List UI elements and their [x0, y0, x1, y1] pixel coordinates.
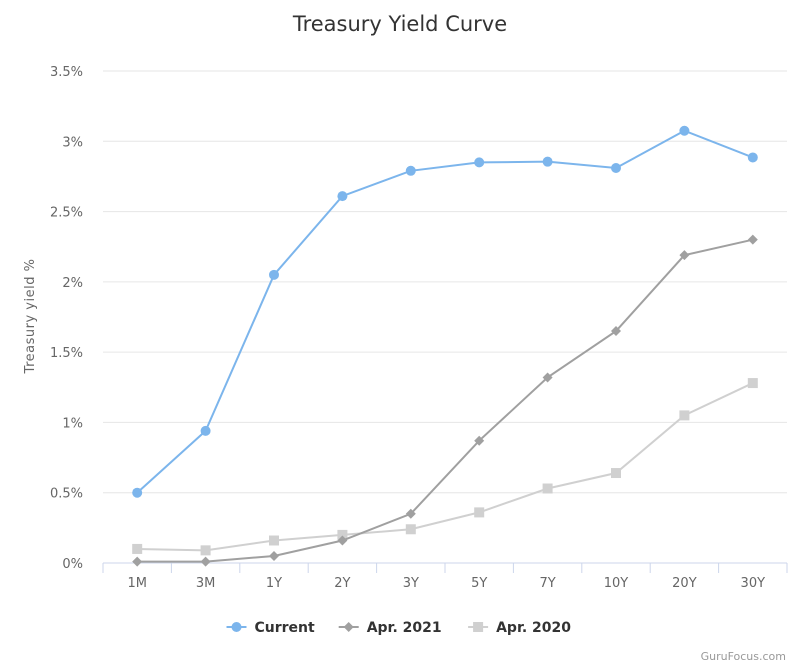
data-point	[132, 487, 143, 498]
data-point	[405, 508, 416, 519]
y-tick-label: 1.5%	[50, 346, 83, 361]
x-tick-label: 5Y	[471, 576, 487, 591]
credit-text: GuruFocus.com	[701, 650, 786, 663]
legend-label: Current	[255, 620, 316, 636]
data-point	[132, 556, 143, 567]
legend-item[interactable]: Current	[226, 620, 316, 636]
y-tick-label: 1%	[62, 416, 83, 431]
data-point	[747, 378, 758, 389]
x-tick-label: 30Y	[741, 576, 766, 591]
y-tick-label: 2.5%	[50, 206, 83, 221]
data-point	[611, 468, 621, 479]
legend-item[interactable]: Apr. 2020	[468, 620, 571, 636]
data-point	[405, 524, 416, 535]
legend-item[interactable]: Apr. 2021	[338, 620, 442, 636]
legend-marker	[231, 622, 242, 632]
data-point	[132, 543, 143, 554]
data-point	[200, 556, 211, 567]
chart-title: Treasury Yield Curve	[292, 12, 507, 36]
legend-marker	[473, 622, 484, 632]
series-line	[136, 129, 754, 494]
series-apr-2021	[132, 234, 758, 567]
data-point	[747, 152, 758, 163]
legend-marker	[343, 622, 354, 632]
data-point	[200, 425, 211, 436]
series-lines	[132, 125, 758, 567]
data-point	[200, 545, 211, 556]
series-current	[132, 125, 758, 498]
legend: Current Apr. 2021 Apr. 2020	[226, 620, 571, 636]
data-point	[542, 483, 553, 494]
data-point	[337, 535, 348, 546]
legend-label: Apr. 2021	[367, 620, 442, 636]
data-point	[542, 372, 553, 383]
y-axis-ticks: 0% 0.5% 1% 1.5% 2% 2.5% 3% 3.5%	[50, 65, 83, 572]
data-point	[337, 529, 348, 540]
data-point	[611, 326, 621, 337]
legend-label: Apr. 2020	[496, 620, 571, 636]
y-tick-label: 0%	[62, 557, 83, 572]
data-point	[474, 435, 485, 446]
grid-lines	[103, 70, 787, 494]
x-tick-label: 7Y	[539, 576, 555, 591]
x-tick-label: 3M	[196, 576, 216, 591]
y-tick-label: 3.5%	[50, 65, 83, 80]
x-tick-label: 3Y	[403, 576, 419, 591]
data-point	[679, 125, 690, 136]
x-axis: 1M 3M 1Y 2Y 3Y 5Y 7Y 10Y 20Y 30Y	[102, 562, 788, 591]
series-line	[137, 238, 754, 563]
data-point	[679, 250, 690, 261]
x-tick-label: 2Y	[334, 576, 350, 591]
data-point	[269, 535, 279, 546]
data-point	[269, 269, 279, 280]
data-point	[405, 165, 416, 176]
data-point	[474, 507, 485, 518]
x-tick-label: 1M	[127, 576, 147, 591]
y-tick-label: 0.5%	[50, 487, 83, 502]
y-tick-label: 3%	[62, 135, 83, 150]
series-line	[137, 382, 754, 552]
x-tick-label: 1Y	[266, 576, 282, 591]
data-point	[679, 410, 690, 421]
series-apr-2020	[132, 378, 758, 556]
y-tick-label: 2%	[62, 276, 83, 291]
data-point	[337, 191, 348, 202]
data-point	[474, 157, 485, 168]
x-tick-label: 20Y	[672, 576, 697, 591]
x-tick-label: 10Y	[604, 576, 629, 591]
data-point	[269, 550, 279, 561]
data-point	[611, 162, 621, 173]
y-axis-label: Treasury yield %	[23, 259, 38, 375]
data-point	[747, 234, 758, 245]
data-point	[542, 156, 553, 167]
